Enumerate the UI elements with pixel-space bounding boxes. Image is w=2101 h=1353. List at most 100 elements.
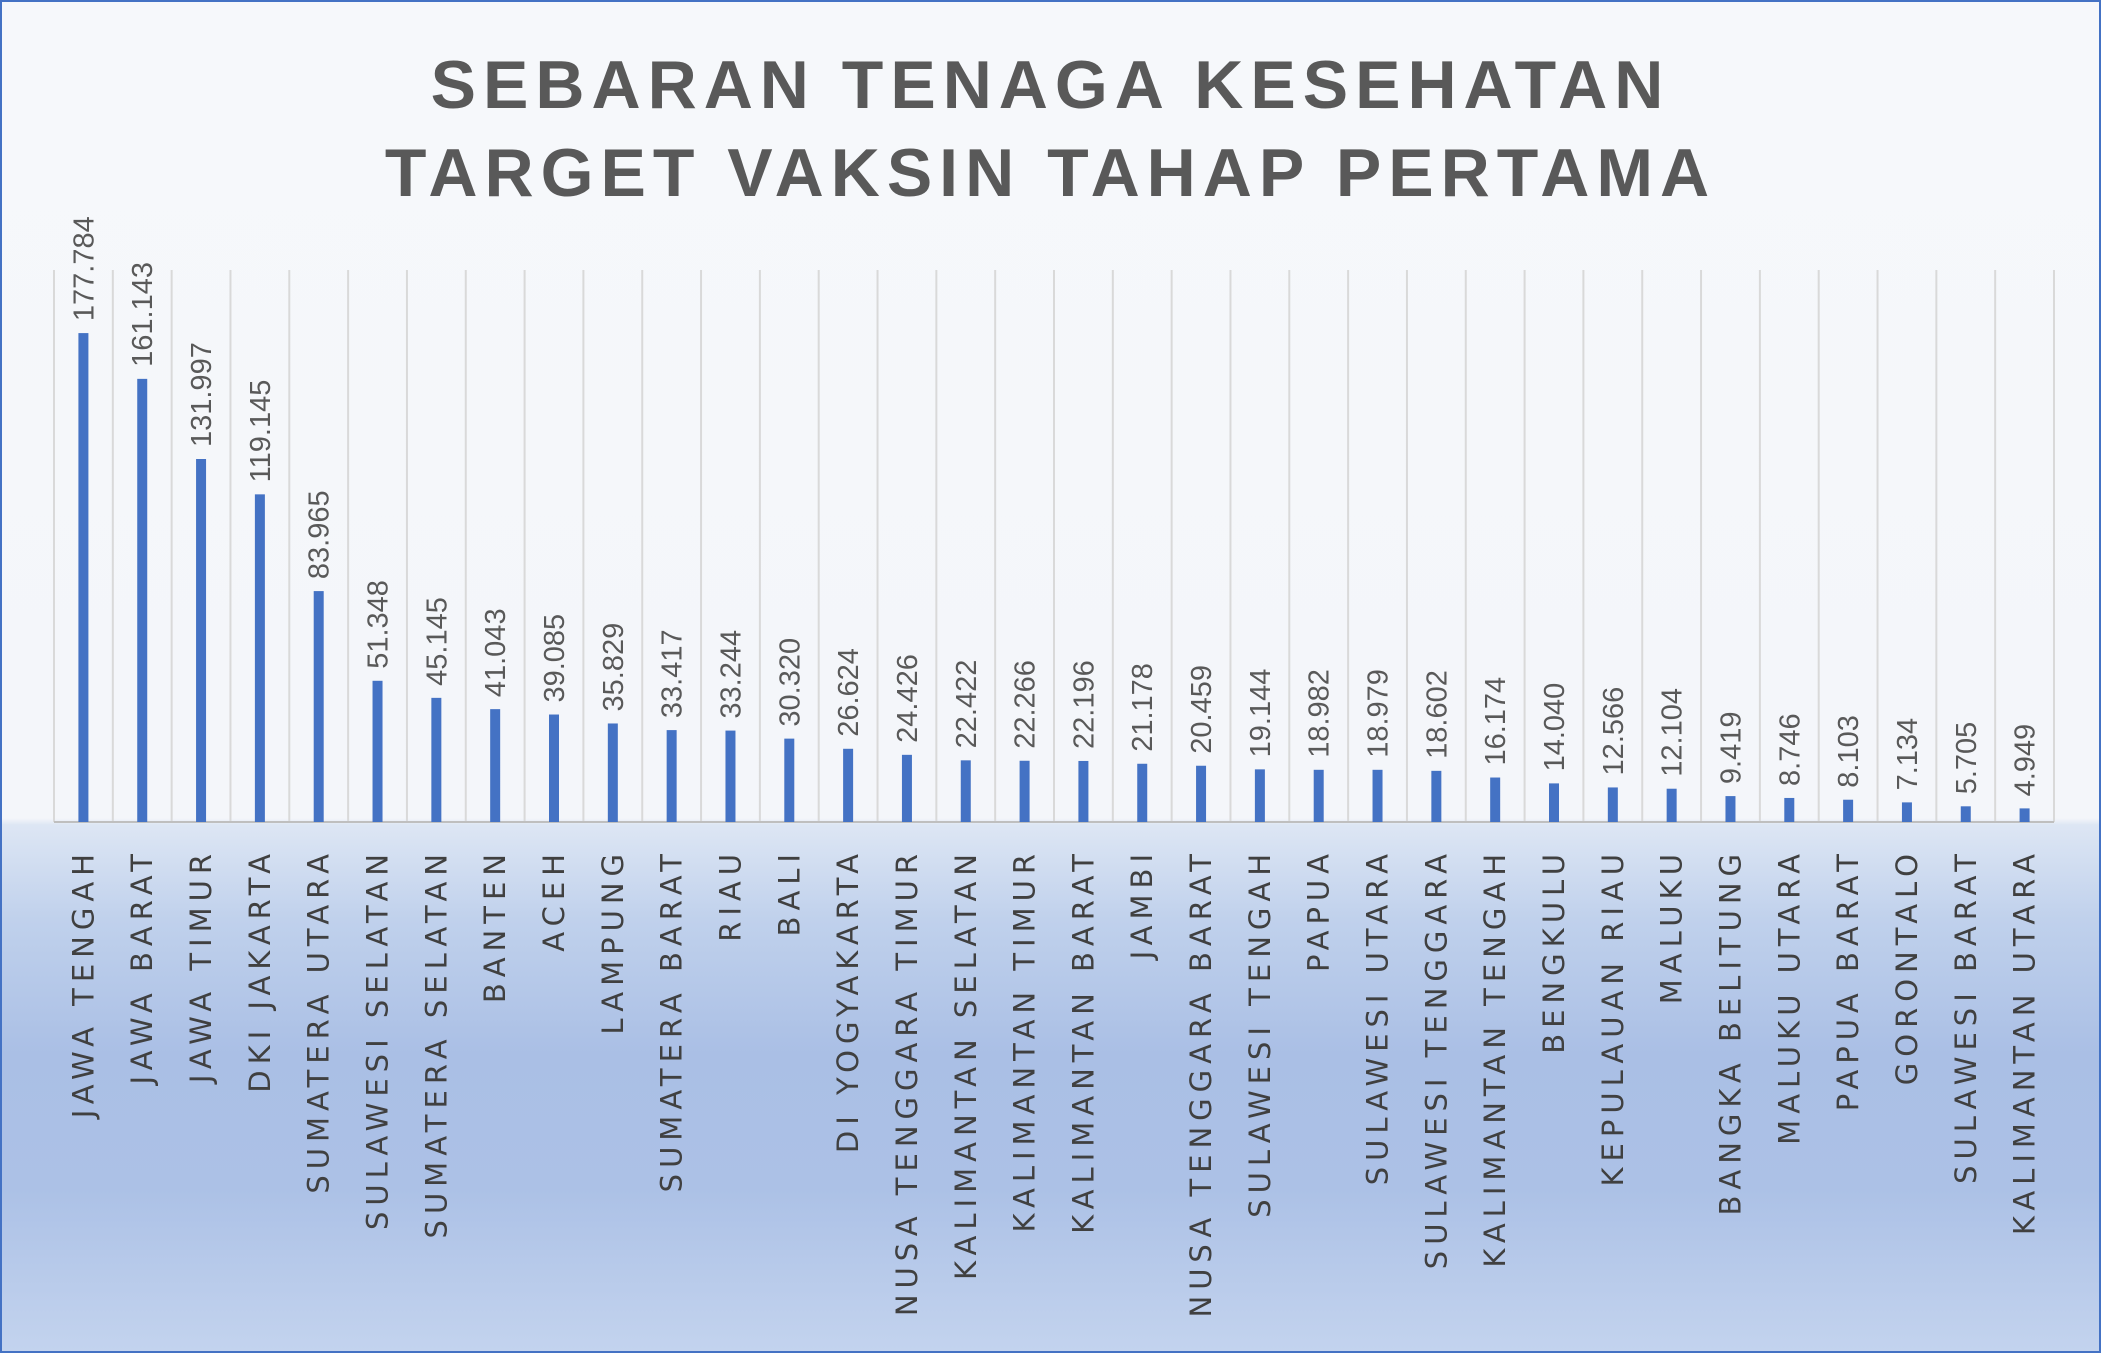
- data-label: 14.040: [1539, 683, 1571, 772]
- data-label: 83.965: [304, 490, 336, 579]
- x-tick-label: KALIMANTAN BARAT: [1066, 848, 1100, 1234]
- chart-title-line-2: TARGET VAKSIN TAHAP PERTAMA: [384, 135, 1717, 211]
- x-tick-label: KALIMANTAN UTARA: [2008, 848, 2042, 1235]
- x-tick-label: RIAU: [713, 848, 747, 942]
- x-tick-label: JAWA BARAT: [125, 848, 159, 1086]
- data-label: 24.426: [892, 654, 924, 743]
- x-tick-label: BANTEN: [478, 848, 512, 1003]
- bar: [549, 714, 559, 822]
- bar: [784, 738, 795, 822]
- bar: [843, 748, 854, 822]
- x-tick-label: JAWA TENGAH: [66, 848, 100, 1120]
- data-label: 22.196: [1068, 660, 1100, 749]
- data-label: 39.085: [539, 614, 571, 703]
- data-label: 9.419: [1715, 712, 1747, 785]
- x-tick-label: DKI JAKARTA: [243, 848, 277, 1093]
- data-label: 41.043: [480, 608, 512, 697]
- data-label: 19.144: [1245, 669, 1277, 758]
- bar: [1549, 783, 1559, 822]
- bar: [137, 378, 148, 822]
- data-label: 21.178: [1127, 663, 1159, 752]
- x-tick-label: KALIMANTAN TIMUR: [1008, 848, 1042, 1233]
- data-label: 16.174: [1480, 677, 1512, 766]
- data-label: 119.145: [245, 380, 277, 483]
- data-label: 12.104: [1657, 688, 1689, 777]
- x-tick-label: DI YOGYAKARTA: [831, 848, 865, 1153]
- bar: [372, 680, 383, 822]
- bar: [1960, 806, 1971, 822]
- x-tick-label: NUSA TENGGARA BARAT: [1184, 848, 1218, 1317]
- x-tick-label: SULAWESI TENGAH: [1243, 848, 1277, 1218]
- data-label: 20.459: [1186, 665, 1218, 754]
- data-label: 51.348: [363, 580, 395, 669]
- data-label: 22.266: [1010, 660, 1042, 749]
- data-label: 35.829: [598, 623, 630, 712]
- x-tick-label: SULAWESI SELATAN: [361, 848, 395, 1230]
- x-tick-label: NUSA TENGGARA TIMUR: [890, 848, 924, 1316]
- x-tick-label: KALIMANTAN SELATAN: [949, 848, 983, 1280]
- bar: [254, 494, 265, 822]
- data-label: 45.145: [421, 597, 453, 686]
- bar: [1784, 797, 1795, 822]
- data-label: 33.417: [657, 629, 689, 718]
- bar: [313, 591, 324, 822]
- data-label: 18.982: [1304, 669, 1336, 758]
- data-label: 8.103: [1833, 715, 1865, 788]
- x-tick-label: ACEH: [537, 848, 571, 952]
- x-tick-label: SUMATERA BARAT: [655, 848, 689, 1192]
- data-label: 4.949: [2010, 724, 2042, 797]
- x-tick-label: SULAWESI TENGGARA: [1419, 848, 1453, 1269]
- bar: [196, 459, 207, 822]
- bar: [1666, 788, 1677, 822]
- bar: [1431, 770, 1442, 822]
- bar: [1607, 787, 1618, 822]
- bar: [960, 760, 971, 822]
- bar: [1078, 760, 1089, 822]
- x-tick-label: JAMBI: [1125, 848, 1159, 961]
- data-label: 22.422: [951, 660, 983, 749]
- data-label: 18.979: [1363, 669, 1395, 758]
- bar: [1254, 769, 1265, 822]
- data-label: 8.746: [1774, 713, 1806, 786]
- data-label: 5.705: [1951, 722, 1983, 795]
- bar: [431, 697, 442, 822]
- data-label: 177.784: [68, 216, 100, 321]
- data-label: 12.566: [1598, 687, 1630, 776]
- bar: [490, 709, 501, 822]
- data-label: 26.624: [833, 648, 865, 737]
- x-tick-label: JAWA TIMUR: [184, 848, 218, 1085]
- x-tick-label: LAMPUNG: [596, 848, 630, 1035]
- bar: [78, 333, 89, 822]
- x-tick-label: PAPUA: [1302, 848, 1336, 972]
- bar: [1313, 769, 1324, 822]
- bar: [1901, 802, 1912, 822]
- data-label: 131.997: [186, 342, 218, 447]
- x-tick-label: GORONTALO: [1890, 848, 1924, 1085]
- x-tick-label: SULAWESI UTARA: [1361, 848, 1395, 1185]
- bar: [607, 723, 618, 822]
- data-label: 18.602: [1421, 670, 1453, 759]
- x-tick-label: BENGKULU: [1537, 848, 1571, 1054]
- x-tick-label: SULAWESI BARAT: [1949, 848, 1983, 1184]
- bar: [666, 730, 677, 822]
- x-tick-label: SUMATERA SELATAN: [419, 848, 453, 1238]
- bar: [1196, 765, 1207, 822]
- x-tick-label: BALI: [772, 848, 806, 936]
- x-tick-label: KALIMANTAN TENGAH: [1478, 848, 1512, 1268]
- bar: [1019, 760, 1030, 822]
- x-tick-label: MALUKU: [1655, 848, 1689, 1004]
- bar: [901, 754, 912, 822]
- bar: [725, 730, 736, 822]
- bar: [1137, 763, 1148, 822]
- bar: [1490, 777, 1501, 822]
- data-label: 33.244: [715, 630, 747, 719]
- bar: [2019, 808, 2030, 822]
- bar: [1725, 796, 1736, 822]
- bar: [1843, 799, 1854, 822]
- data-label: 161.143: [127, 262, 159, 367]
- x-tick-label: KEPULAUAN RIAU: [1596, 848, 1630, 1186]
- x-tick-label: MALUKU UTARA: [1772, 848, 1806, 1145]
- chart-title-line-1: SEBARAN TENAGA KESEHATAN: [430, 47, 1671, 123]
